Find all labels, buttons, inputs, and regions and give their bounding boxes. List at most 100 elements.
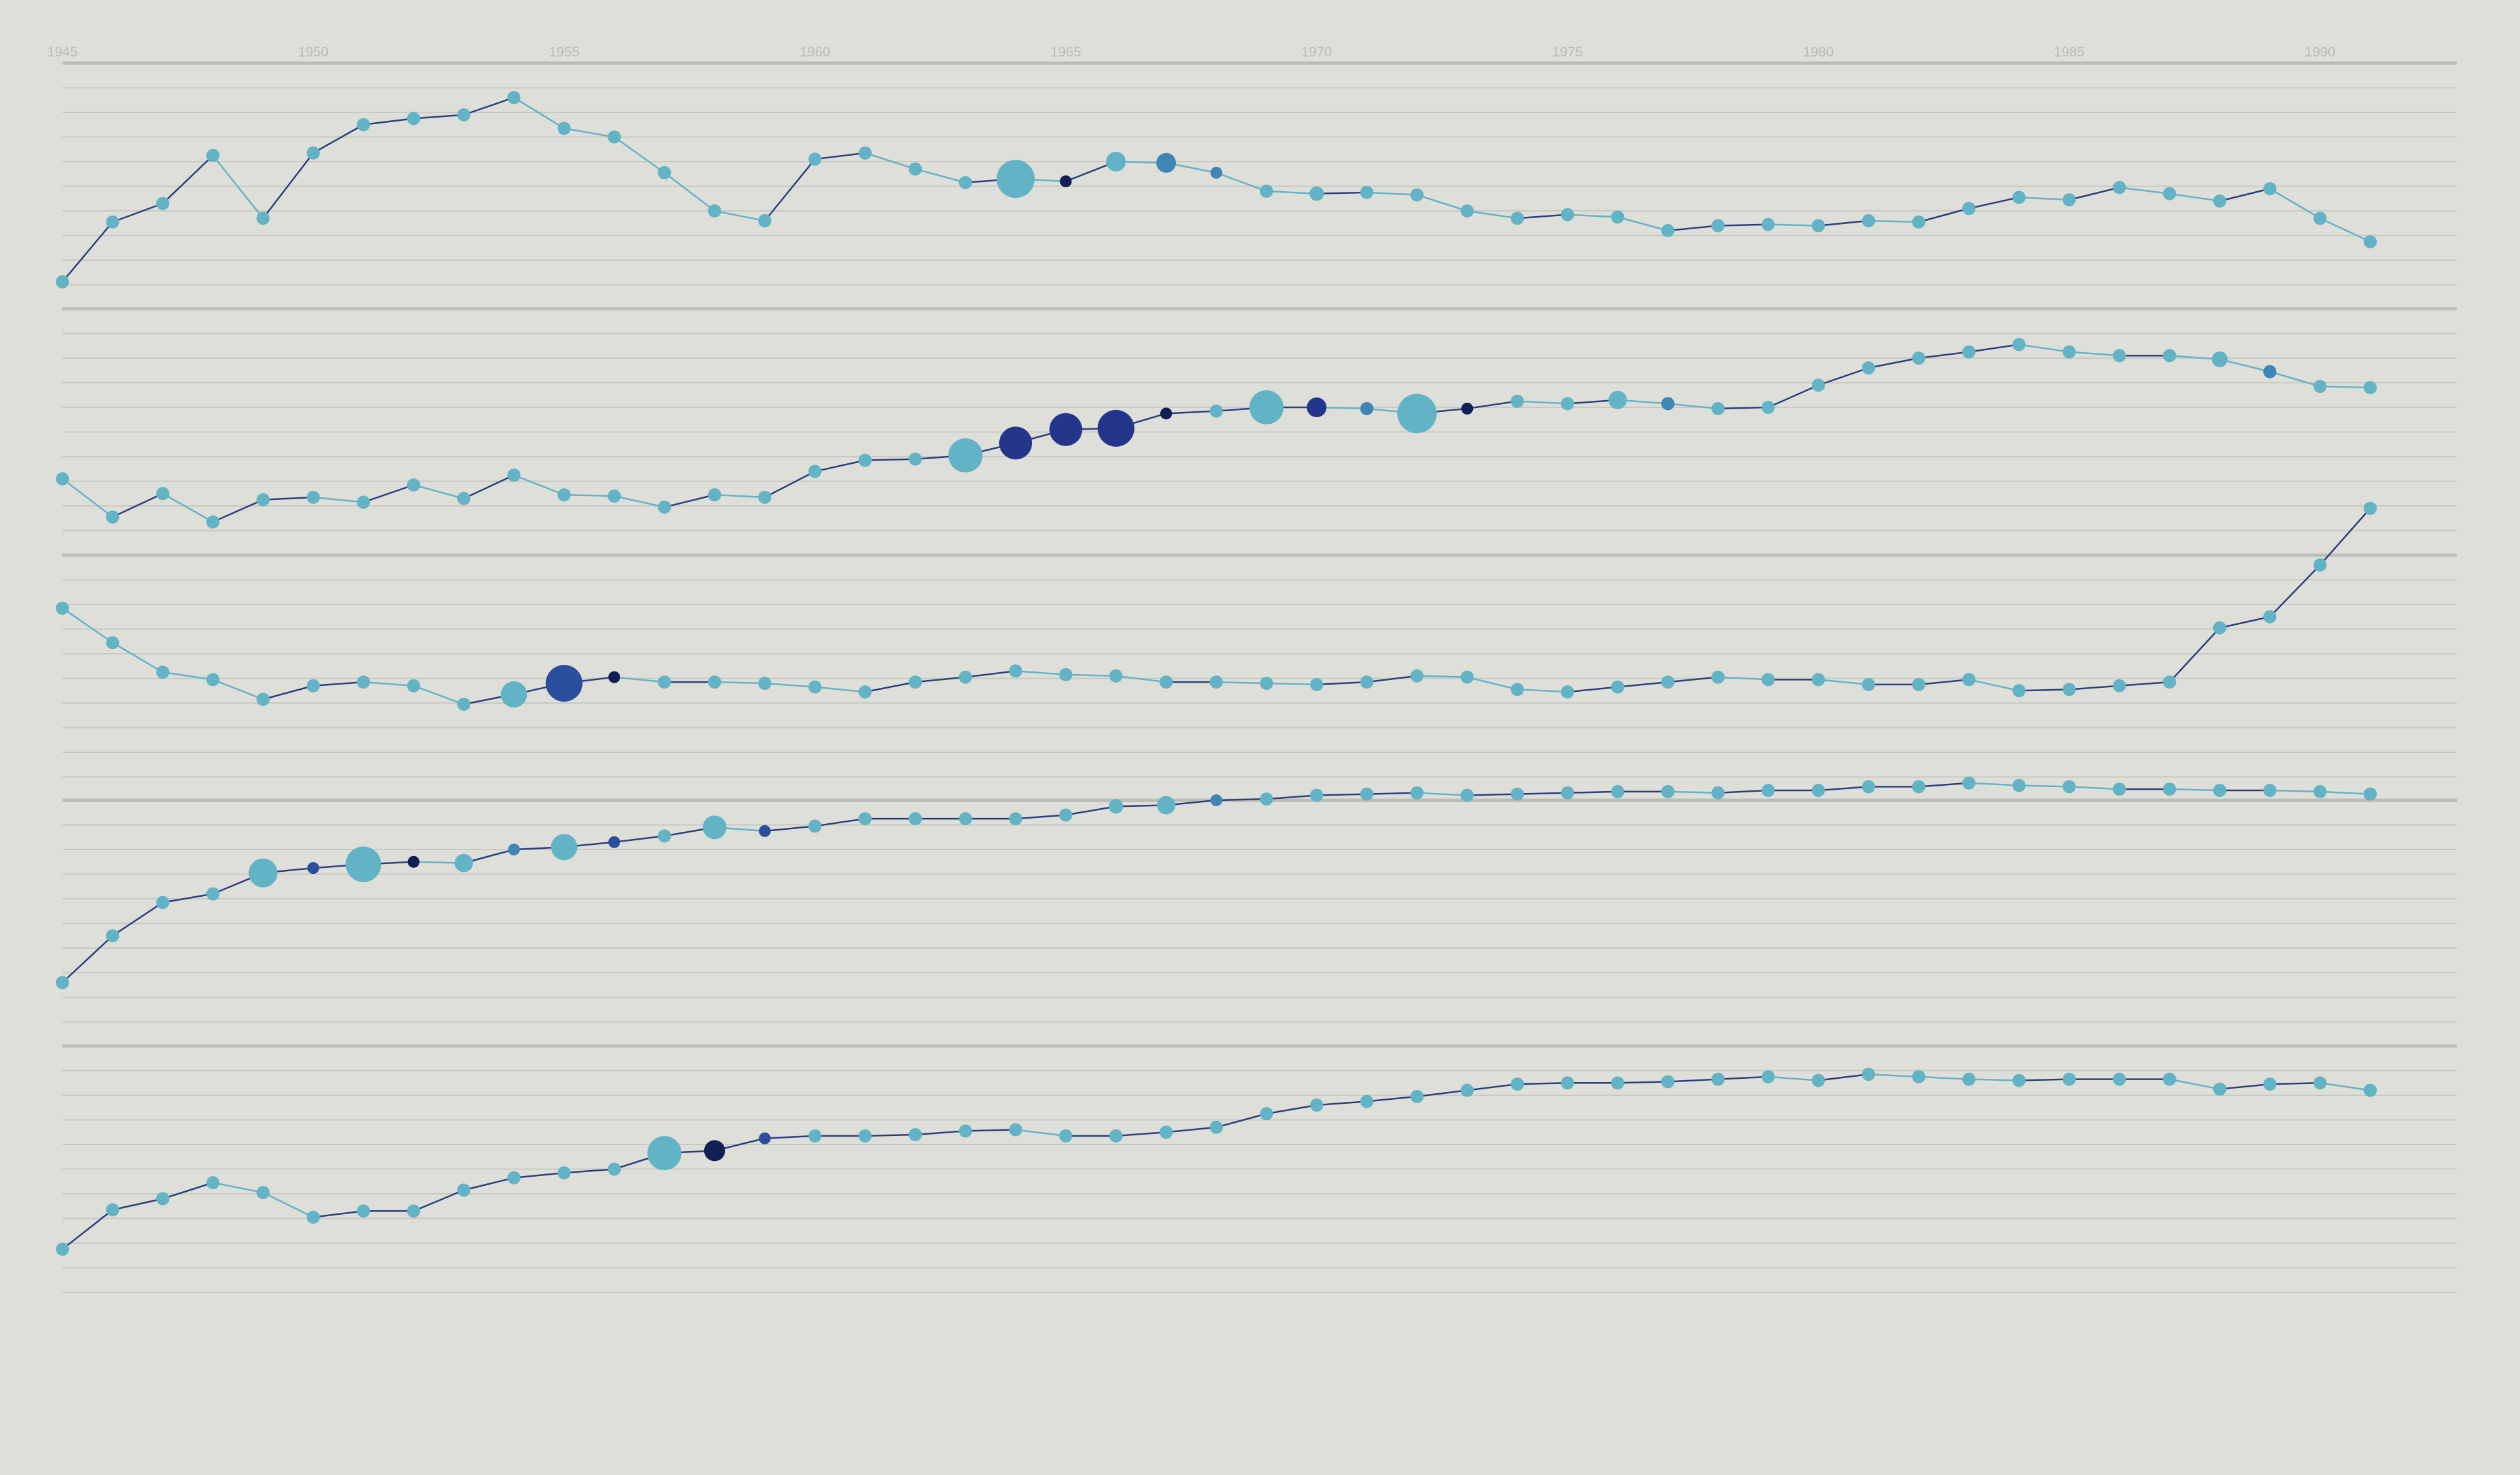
data-point-1969 xyxy=(1259,185,1273,198)
series-line-segment xyxy=(1567,686,1618,693)
data-point-1958 xyxy=(708,204,721,217)
series-line-segment xyxy=(2119,187,2170,194)
data-point-1983 xyxy=(1962,776,1976,790)
data-point-1951 xyxy=(357,675,371,689)
data-point-1945 xyxy=(56,275,69,288)
data-point-1951 xyxy=(357,118,371,131)
data-point-1982 xyxy=(1912,677,1925,691)
data-point-1989 xyxy=(2263,784,2277,797)
series-line-segment xyxy=(2219,358,2270,373)
data-point-1965 xyxy=(1059,808,1073,822)
series-line-segment xyxy=(1667,1078,1719,1083)
series-line-segment xyxy=(2019,1078,2069,1081)
data-point-1976 xyxy=(1611,784,1625,798)
data-point-1986 xyxy=(2113,1072,2126,1086)
series-line-segment xyxy=(112,901,164,937)
data-point-1973 xyxy=(1460,670,1474,684)
series-line-segment xyxy=(815,152,866,160)
data-point-1946 xyxy=(106,636,120,650)
data-point-1963 xyxy=(958,1124,972,1138)
data-point-1990 xyxy=(2313,558,2327,572)
data-point-1971 xyxy=(1360,675,1374,689)
series-line-segment xyxy=(614,136,665,173)
data-point-1990 xyxy=(2313,784,2327,798)
data-point-1955 xyxy=(557,488,571,502)
series-line-segment xyxy=(112,202,164,223)
data-point-1990 xyxy=(2313,380,2327,394)
series-line-segment xyxy=(1517,792,1568,795)
data-point-1977 xyxy=(1661,1075,1675,1089)
series-line-segment xyxy=(212,154,264,219)
data-point-1988 xyxy=(2213,1082,2226,1096)
data-point-1956 xyxy=(608,130,621,144)
series-line-segment xyxy=(2069,187,2120,201)
data-point-1975 xyxy=(1561,786,1575,800)
data-point-1974 xyxy=(1510,394,1524,408)
data-point-1957 xyxy=(658,500,671,514)
data-point-1979 xyxy=(1761,784,1775,797)
series-line-segment xyxy=(212,679,263,700)
data-point-1982 xyxy=(1912,780,1925,794)
series-line-segment xyxy=(162,1181,214,1200)
series-line-segment xyxy=(2269,371,2320,388)
data-point-1956 xyxy=(608,489,621,503)
series-line-segment xyxy=(413,1189,464,1212)
data-point-1959 xyxy=(758,214,772,227)
data-point-1980 xyxy=(1811,378,1825,392)
series-line-segment xyxy=(62,1209,114,1250)
series-line-segment xyxy=(1818,219,1869,227)
series-line-segment xyxy=(1517,689,1568,693)
series-line-segment xyxy=(162,154,214,204)
x-tick-label: 1950 xyxy=(298,45,328,60)
data-point-1970 xyxy=(1310,788,1324,802)
series-line-segment xyxy=(765,1135,815,1139)
data-point-1991 xyxy=(2364,381,2377,394)
data-point-1972 xyxy=(1410,1089,1424,1103)
series-line-segment xyxy=(1416,194,1468,212)
data-point-1977 xyxy=(1661,397,1675,411)
series-line-segment xyxy=(1266,682,1317,686)
series-line-segment xyxy=(1968,679,2019,692)
series-line-segment xyxy=(2169,355,2220,361)
series-line-segment xyxy=(1818,679,1869,686)
series-line-segment xyxy=(2219,1083,2270,1090)
series-line-segment xyxy=(914,168,966,184)
data-point-1980 xyxy=(1811,219,1825,233)
series-line-segment xyxy=(2320,385,2371,389)
series-line-segment xyxy=(1416,1089,1468,1098)
data-point-1960 xyxy=(808,152,822,166)
panel-4-series xyxy=(56,776,2377,989)
series-line-segment xyxy=(1166,410,1217,415)
panel-2-series xyxy=(56,338,2377,529)
data-point-1967 xyxy=(1160,407,1173,420)
data-point-1974 xyxy=(1510,1078,1524,1091)
data-point-1961 xyxy=(858,1129,872,1143)
series-line-segment xyxy=(2019,784,2069,788)
series-line-segment xyxy=(1115,1131,1167,1137)
data-point-1988 xyxy=(2213,621,2226,635)
data-point-1961 xyxy=(858,685,872,699)
data-point-1949 xyxy=(256,1186,270,1200)
series-line-segment xyxy=(1918,1076,1969,1080)
data-point-1980 xyxy=(1811,673,1825,687)
series-line-segment xyxy=(1818,367,1869,386)
series-line-segment xyxy=(112,1198,164,1211)
data-point-1966 xyxy=(1109,669,1123,683)
series-line-segment xyxy=(1768,1076,1819,1081)
data-point-1952 xyxy=(407,1204,420,1218)
series-line-segment xyxy=(1216,171,1267,193)
data-point-1974 xyxy=(1510,683,1524,696)
data-point-1948 xyxy=(206,515,220,529)
data-point-1954 xyxy=(508,844,520,855)
series-line-segment xyxy=(1718,1076,1768,1080)
series-line-segment xyxy=(1467,400,1518,410)
data-point-1989 xyxy=(2263,610,2277,624)
data-point-1949 xyxy=(256,212,270,225)
data-point-1970 xyxy=(1310,1099,1324,1112)
series-line-segment xyxy=(664,171,715,212)
series-line-segment xyxy=(1366,191,1418,196)
data-point-1956 xyxy=(608,671,621,683)
data-point-1959 xyxy=(759,825,771,837)
data-point-1979 xyxy=(1761,1070,1775,1083)
